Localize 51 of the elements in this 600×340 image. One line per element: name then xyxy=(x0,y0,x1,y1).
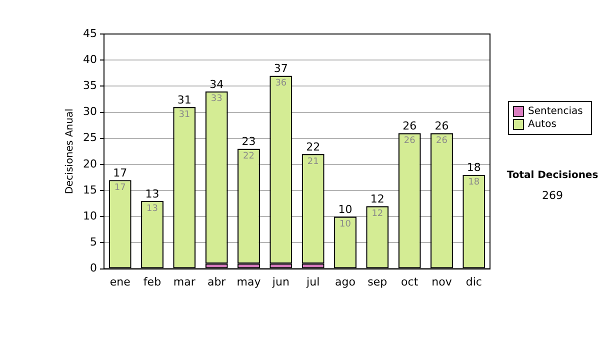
x-tick-label: dic xyxy=(466,275,482,288)
x-tick-label: jul xyxy=(306,275,320,288)
data-label: 31 xyxy=(178,110,190,120)
data-label: 26 xyxy=(436,136,448,146)
x-tick-label: sep xyxy=(368,275,388,288)
x-tick-label: abr xyxy=(207,275,226,288)
data-label: 17 xyxy=(114,182,126,193)
data-label: 21 xyxy=(307,156,319,167)
y-tick-label: 5 xyxy=(90,236,97,249)
data-label: 18 xyxy=(468,178,480,188)
y-tick-label: 15 xyxy=(82,183,97,196)
y-tick-label: 35 xyxy=(82,79,97,92)
y-tick-label: 25 xyxy=(82,131,97,144)
total-label: 10 xyxy=(338,202,352,216)
total-label: 26 xyxy=(434,119,449,132)
x-tick-label: oct xyxy=(401,275,419,288)
data-label: 12 xyxy=(372,209,384,220)
data-label: 26 xyxy=(404,136,416,146)
y-tick-label: 0 xyxy=(90,262,97,275)
total-label: 12 xyxy=(370,192,384,206)
legend-label: Sentencias xyxy=(528,105,583,118)
data-label: 10 xyxy=(340,219,352,230)
x-tick-label: nov xyxy=(432,275,452,288)
x-tick-label: may xyxy=(236,275,262,288)
total-label: 18 xyxy=(466,161,481,174)
total-label: 17 xyxy=(113,166,128,180)
y-tick-label: 40 xyxy=(82,52,97,66)
data-label: 22 xyxy=(243,152,254,162)
x-tick-label: feb xyxy=(143,275,162,288)
total-label: 37 xyxy=(274,62,288,76)
y-axis-title: Decisiones Anual xyxy=(64,108,76,194)
data-label: 33 xyxy=(210,94,222,104)
text: Total Decisiones xyxy=(506,170,600,181)
total-label: 26 xyxy=(402,119,417,132)
text: 269 xyxy=(541,189,564,202)
total-label: 23 xyxy=(242,135,256,148)
data-label: 36 xyxy=(275,78,287,89)
total-label: 22 xyxy=(306,140,320,154)
y-tick-label: 10 xyxy=(82,209,97,222)
total-label: 31 xyxy=(177,93,192,106)
total-label: 34 xyxy=(210,78,224,91)
legend-label: Autos xyxy=(528,118,556,131)
x-tick-label: jun xyxy=(271,275,290,288)
y-tick-label: 30 xyxy=(82,105,97,118)
total-label: 13 xyxy=(145,187,160,200)
y-tick-label: 45 xyxy=(82,26,97,40)
x-tick-label: mar xyxy=(173,275,196,288)
y-tick-label: 20 xyxy=(82,157,97,170)
x-tick-label: ago xyxy=(335,275,356,288)
data-label: 13 xyxy=(146,204,158,214)
x-tick-label: ene xyxy=(110,275,131,288)
